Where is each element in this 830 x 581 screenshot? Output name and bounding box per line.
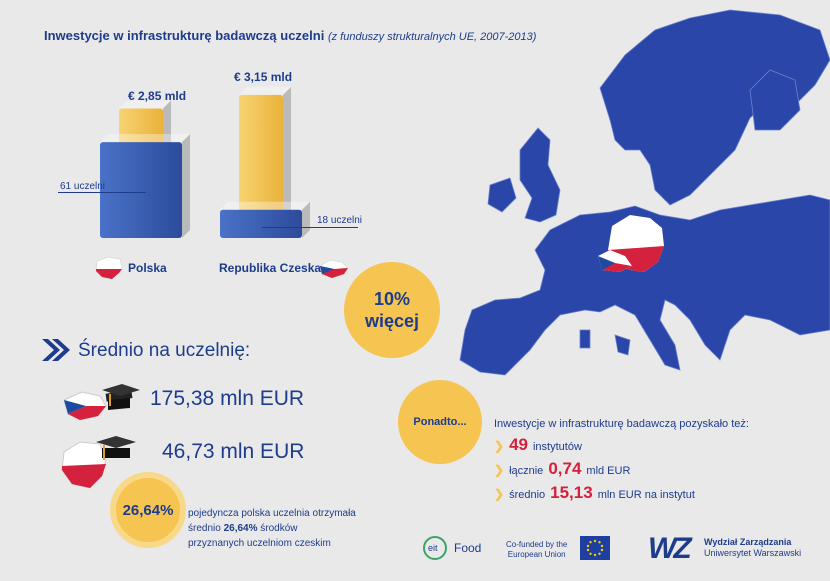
bar-institutions-0 (100, 134, 190, 143)
eu-stars-icon (586, 539, 604, 557)
right-list-item-1: ❯ 49 instytutów (494, 435, 582, 455)
note-line-2-post: środków (257, 523, 298, 534)
item-3-value: 15,13 (550, 483, 593, 502)
item-1-value: 49 (509, 435, 528, 454)
average-heading: Średnio na uczelnię: (78, 340, 251, 361)
count-label-czech: 18 uczelni (317, 215, 363, 226)
item-2-value: 0,74 (548, 459, 582, 478)
country-label-czech: Republika Czeska (219, 261, 322, 275)
bar-institutions-1 (302, 201, 310, 238)
faculty-text: Wydział Zarządzania Uniwersytet Warszaws… (704, 537, 801, 559)
chevron-right-icon: ❯ (494, 487, 505, 501)
czech-graduation-icon (63, 384, 140, 421)
university-name: Uniwersytet Warszawski (704, 548, 802, 558)
czech-flag-map-icon (319, 259, 349, 279)
count-label-poland: 61 uczelni (60, 181, 106, 192)
right-list-item-3: ❯ średnio 15,13 mln EUR na instytut (494, 483, 695, 503)
bar-value-label-czech: € 3,15 mld (234, 70, 293, 84)
eit-word: eit (428, 543, 438, 553)
eu-flag-icon (580, 536, 610, 560)
food-word: Food (454, 541, 482, 555)
item-1-unit: instytutów (532, 441, 582, 453)
wz-logo: WZ (648, 532, 692, 565)
bar-funding-0 (119, 100, 171, 109)
title-text: Inwestycje w infrastrukturę badawczą ucz… (44, 28, 325, 43)
title-subtitle: (z funduszy strukturalnych UE, 2007-2013… (327, 31, 537, 43)
eit-food-logo: eit Food (422, 535, 508, 561)
poland-flag-map-icon (95, 256, 123, 280)
bar-institutions-0 (100, 142, 182, 238)
poland-average-value: 46,73 mln EUR (162, 440, 305, 463)
bar-funding-1 (239, 86, 291, 95)
percent-bubble: 26,64% (110, 472, 186, 548)
page-title: Inwestycje w infrastrukturę badawczą ucz… (44, 28, 536, 43)
czech-highlight (598, 250, 632, 272)
ponadto-bubble: Ponadto... (398, 380, 482, 464)
note-line-2-bold: 26,64% (223, 523, 258, 534)
bar-funding-1 (283, 86, 291, 239)
note-line-2-pre: średnio (188, 523, 224, 534)
chevron-right-icon: ❯ (494, 439, 505, 453)
bar-institutions-1 (220, 209, 302, 238)
more-percent-bubble: 10% więcej (344, 262, 440, 358)
bar-institutions-0 (182, 134, 190, 238)
item-2-pre: łącznie (509, 465, 544, 477)
czech-average-value: 175,38 mln EUR (150, 387, 305, 410)
eit-circle-icon (423, 536, 447, 560)
cofunded-text: Co-funded by the European Union (506, 540, 568, 559)
item-3-unit: mln EUR na instytut (597, 489, 695, 501)
europe-map (459, 9, 830, 376)
bar-funding-1 (239, 94, 283, 238)
country-label-poland: Polska (128, 261, 167, 275)
chevron-right-icon: ❯ (494, 463, 505, 477)
bar-institutions-1 (220, 201, 310, 210)
leader-line-czech (262, 227, 358, 228)
poland-graduation-icon (61, 436, 136, 489)
note-line-3: przyznanych uczelniom czeskim (188, 538, 331, 549)
note-text: pojedyncza polska uczelnia otrzymała śre… (188, 506, 356, 551)
item-3-pre: średnio (509, 489, 546, 501)
note-line-2: średnio 26,64% środków (188, 521, 356, 536)
item-2-unit: mld EUR (586, 465, 631, 477)
right-list-heading: Inwestycje w infrastrukturę badawczą poz… (494, 418, 749, 430)
leader-line-poland (58, 192, 146, 193)
chevron-double-right-icon (42, 339, 70, 361)
note-line-1: pojedyncza polska uczelnia otrzymała (188, 508, 356, 519)
faculty-name: Wydział Zarządzania (704, 537, 792, 547)
right-list-item-2: ❯ łącznie 0,74 mld EUR (494, 459, 630, 479)
chart-bars (100, 86, 310, 239)
bar-chart (100, 86, 310, 239)
bar-value-label-poland: € 2,85 mld (128, 89, 187, 103)
